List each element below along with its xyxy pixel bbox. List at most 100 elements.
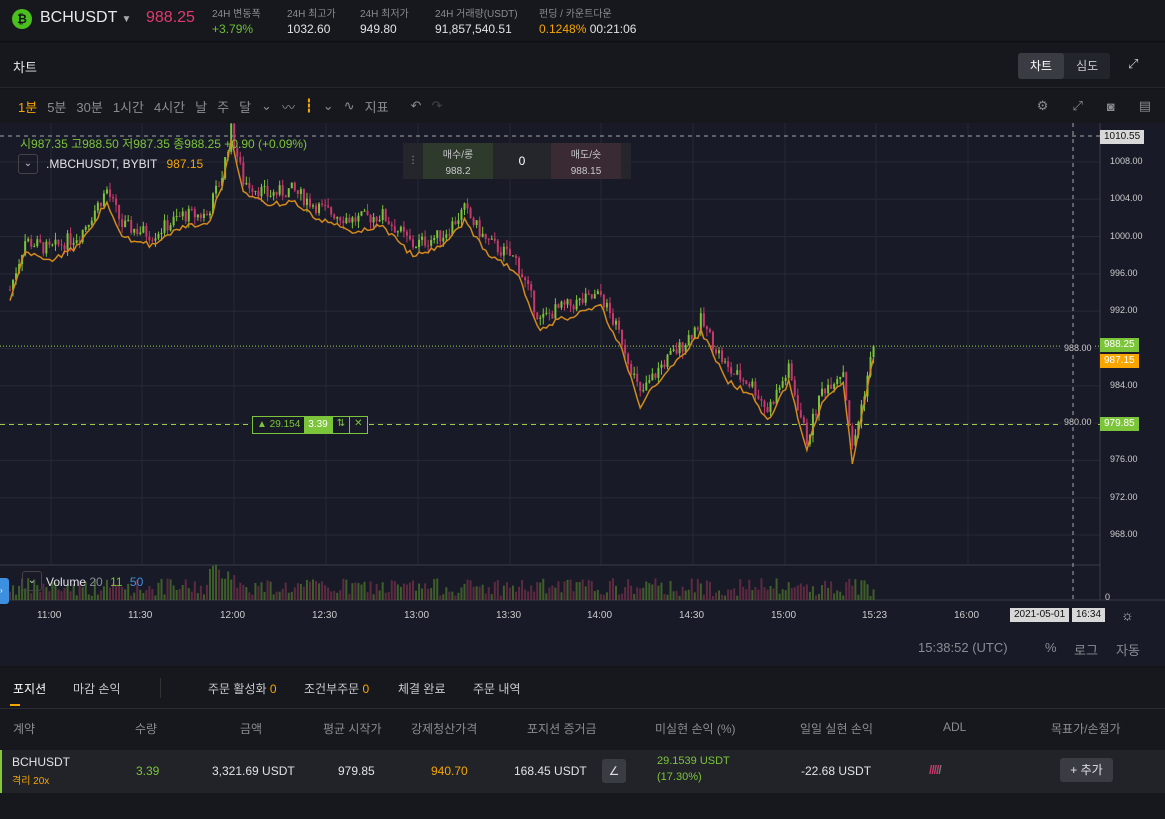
line-chart-icon[interactable]: 〰 (281, 99, 295, 115)
quick-order-widget: ⋮ 매수/롱 988.2 0 매도/숏 988.15 (403, 143, 631, 179)
side-panel-toggle[interactable]: › (0, 578, 9, 604)
candle (811, 413, 814, 436)
interval-day[interactable]: 날 (195, 99, 208, 115)
interval-1h[interactable]: 1시간 (112, 99, 144, 115)
tab-filled[interactable]: 체결 완료 (398, 682, 446, 696)
countdown: 00:21:06 (589, 22, 637, 36)
interval-5m[interactable]: 5분 (47, 99, 67, 115)
tab-active-orders[interactable]: 주문 활성화 0 (208, 680, 277, 697)
expand-icon[interactable]: ⤢ (1072, 98, 1083, 113)
camera-icon[interactable]: ◙ (1106, 98, 1115, 114)
volume-param: 50 (129, 575, 144, 589)
volume-bar (802, 586, 805, 600)
table-row[interactable]: BCHUSDT 격리 20x 3.39 3,321.69 USDT 979.85… (0, 750, 1165, 793)
collapse-legend-icon[interactable]: ⌄ (18, 154, 38, 174)
undo-icon[interactable]: ↶ (410, 98, 422, 113)
sell-button[interactable]: 매도/숏 988.15 (551, 143, 621, 179)
volume-bar (118, 586, 121, 600)
candle (436, 230, 439, 238)
candle (724, 361, 727, 363)
reverse-icon[interactable]: ⇅ (331, 417, 349, 433)
time-tick: 15:00 (771, 610, 797, 621)
chart-canvas[interactable] (0, 123, 1165, 630)
candle (30, 238, 33, 247)
volume-bar (742, 586, 745, 600)
volume-bar (733, 588, 736, 600)
symbol-selector[interactable]: BCHUSDT ▼ (40, 9, 131, 27)
indicator-icon[interactable]: ∿ (343, 98, 355, 113)
volume-bar (533, 591, 536, 600)
tab-order-history[interactable]: 주문 내역 (473, 682, 521, 696)
candle (718, 350, 721, 354)
auto-toggle[interactable]: 자동 (1116, 643, 1140, 658)
candle (108, 189, 111, 198)
tab-positions[interactable]: 포지션 (13, 682, 47, 696)
collapse-volume-icon[interactable]: ⌄ (22, 571, 42, 591)
redo-icon[interactable]: ↷ (431, 98, 443, 113)
interval-month[interactable]: 달 (239, 99, 252, 115)
candle (315, 205, 318, 214)
position-line-label[interactable]: ▲ 29.154 3.39 ⇅ ✕ (252, 416, 368, 434)
tab-closed-pnl[interactable]: 마감 손익 (73, 682, 121, 696)
settings-icon[interactable]: ⚙ (1036, 98, 1049, 113)
candle (736, 370, 739, 375)
candle (742, 379, 745, 381)
volume-bar (36, 585, 39, 600)
candle (699, 313, 702, 330)
indicator-button[interactable]: 지표 (364, 99, 389, 115)
volume-bar (387, 591, 390, 600)
volume-bar (754, 586, 757, 600)
volume-bar (833, 593, 836, 600)
buy-button[interactable]: 매수/롱 988.2 (423, 143, 493, 179)
stat-value: 949.80 (360, 22, 397, 36)
candle (351, 217, 354, 223)
volume-bar (72, 584, 75, 600)
volume-bar (172, 585, 175, 600)
chevron-down-icon[interactable]: ⌄ (261, 98, 272, 113)
volume-bar (305, 579, 308, 600)
candle (790, 363, 793, 381)
tab-conditional-orders[interactable]: 조건부주문 0 (304, 680, 369, 697)
index-price-line (9, 139, 875, 465)
candle (515, 255, 518, 258)
order-settings-icon[interactable]: ▤ (1138, 98, 1151, 113)
interval-week[interactable]: 주 (217, 99, 230, 115)
volume-bar (54, 582, 57, 600)
fullscreen-icon[interactable]: ⤢ (1128, 56, 1139, 71)
candlestick-icon[interactable]: ┇ (304, 98, 313, 113)
candle (839, 376, 842, 380)
percent-toggle[interactable]: % (1045, 640, 1057, 655)
volume-bar (393, 581, 396, 600)
tab-depth[interactable]: 심도 (1076, 59, 1099, 73)
candle (93, 210, 96, 221)
volume-bar (18, 585, 21, 600)
price-chart[interactable]: 시987.35 고988.50 저987.35 종988.25 +0.90 (+… (0, 123, 1165, 630)
close-position-icon[interactable]: ✕ (349, 417, 366, 433)
chevron-down-icon[interactable]: ⌄ (322, 98, 334, 113)
edit-margin-icon[interactable]: ∠ (602, 759, 626, 783)
candle (84, 226, 87, 230)
drag-handle-icon[interactable]: ⋮ (408, 155, 418, 166)
volume-bar (184, 579, 187, 600)
candle (496, 240, 499, 253)
candle (293, 182, 296, 191)
candle (342, 220, 345, 224)
candle (469, 208, 472, 219)
add-tpsl-button[interactable]: + 추가 (1060, 758, 1113, 782)
interval-4h[interactable]: 4시간 (153, 99, 186, 115)
log-toggle[interactable]: 로그 (1074, 643, 1098, 658)
interval-30m[interactable]: 30분 (76, 99, 103, 115)
time-settings-icon[interactable]: ☼ (1121, 607, 1134, 623)
price-tick: 1008.00 (1110, 156, 1143, 166)
volume-bar (657, 585, 660, 600)
candle (781, 381, 784, 388)
row-margin-mode[interactable]: 격리 20x (12, 776, 50, 787)
tab-chart[interactable]: 차트 (1018, 53, 1065, 79)
volume-zero-label: 0 (1105, 592, 1111, 602)
candle (545, 312, 548, 314)
candle (184, 211, 187, 222)
candle (657, 367, 660, 378)
volume-bar (84, 581, 87, 600)
volume-bar (460, 587, 463, 600)
interval-1m[interactable]: 1분 (18, 99, 38, 115)
